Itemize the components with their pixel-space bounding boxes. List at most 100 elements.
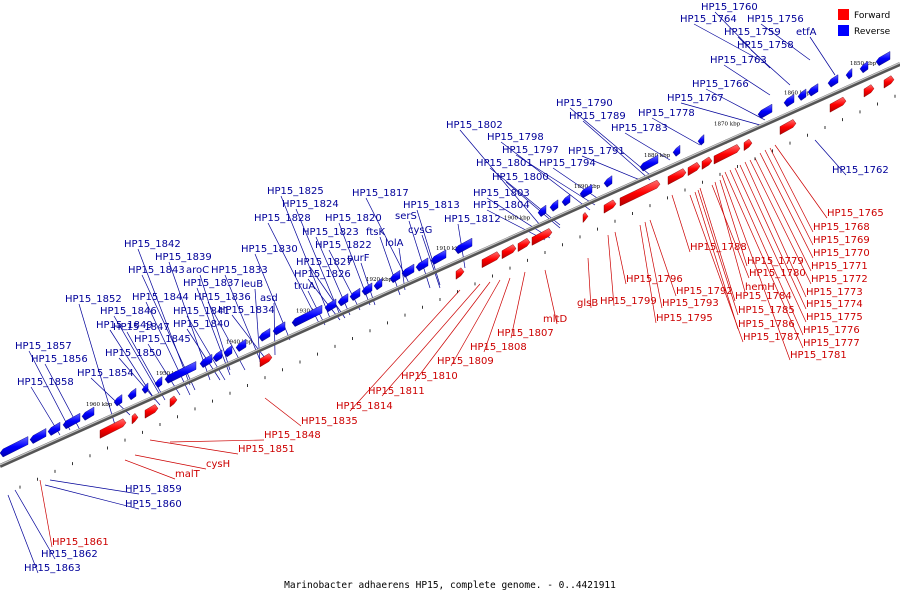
forward-label-leader [734, 167, 807, 323]
legend-reverse-swatch [838, 25, 849, 36]
forward-gene-label: mltD [543, 314, 567, 325]
forward-gene-arrow [687, 162, 701, 177]
reverse-gene-arrow [373, 277, 383, 291]
reverse-gene-arrow [549, 199, 559, 212]
reverse-gene-arrow [349, 287, 361, 301]
reverse-label-leader [459, 129, 541, 226]
reverse-gene-label: HP15_1833 [211, 265, 268, 276]
reverse-gene-arrow [415, 257, 429, 272]
reverse-gene-arrow [697, 134, 705, 146]
forward-gene-label: HP15_1848 [264, 430, 321, 441]
reverse-label-leader [7, 494, 39, 574]
forward-gene-label: HP15_1772 [811, 274, 868, 285]
reverse-gene-label: HP15_1790 [556, 98, 613, 109]
reverse-label-leader [379, 236, 401, 296]
reverse-gene-arrow [291, 304, 323, 327]
reverse-gene-arrow [272, 321, 286, 336]
reverse-label-leader [651, 117, 701, 146]
reverse-gene-label: HP15_1760 [701, 2, 758, 13]
reverse-gene-label: HP15_1778 [638, 108, 695, 119]
forward-gene-arrow [531, 228, 553, 246]
forward-label-leader [264, 397, 302, 427]
forward-gene-label: HP15_1810 [401, 371, 458, 382]
reverse-gene-arrow [827, 74, 839, 88]
reverse-label-leader [421, 234, 441, 289]
legend-forward-swatch [838, 9, 849, 20]
forward-gene-label: HP15_1814 [336, 401, 393, 412]
reverse-gene-arrow [859, 60, 869, 74]
scale-tick-label: 1960 kbp [86, 402, 113, 408]
forward-label-leader [699, 187, 736, 302]
reverse-gene-label: HP15_1828 [254, 213, 311, 224]
forward-label-leader [744, 161, 807, 298]
reverse-gene-label: HP15_1846 [100, 306, 157, 317]
forward-gene-label: HP15_1796 [626, 274, 683, 285]
reverse-label-leader [723, 64, 771, 96]
reverse-gene-arrow [757, 103, 773, 119]
forward-gene-arrow [701, 156, 713, 170]
reverse-gene-label: HP15_1758 [737, 40, 794, 51]
forward-label-leader [450, 279, 501, 367]
forward-label-leader [754, 157, 812, 272]
forward-label-leader [614, 231, 627, 285]
forward-label-leader [414, 281, 491, 382]
forward-label-leader [739, 164, 807, 310]
reverse-gene-label: cysG [408, 225, 432, 236]
reverse-label-leader [552, 167, 601, 201]
reverse-gene-label: HP15_1789 [569, 111, 626, 122]
reverse-label-leader [113, 315, 161, 396]
legend: Forward Reverse [838, 9, 891, 37]
forward-gene-label: HP15_1774 [806, 299, 863, 310]
reverse-gene-arrow [875, 51, 891, 66]
forward-label-leader [749, 159, 812, 285]
reverse-gene-label: serS [395, 211, 417, 222]
reverse-label-leader [267, 222, 321, 326]
forward-gene-label: HP15_1771 [811, 261, 868, 272]
forward-label-leader [639, 224, 657, 324]
reverse-label-leader [809, 36, 836, 76]
reverse-label-leader [705, 88, 766, 121]
reverse-gene-label: HP15_1830 [241, 244, 298, 255]
reverse-gene-arrow [845, 67, 853, 80]
reverse-label-leader [486, 209, 546, 241]
reverse-label-leader [307, 278, 341, 321]
scale-tick-label: 1850 kbp [850, 61, 877, 67]
reverse-gene-arrow [141, 382, 149, 394]
forward-gene-label: HP15_1835 [301, 416, 358, 427]
forward-label-leader [134, 454, 207, 470]
forward-gene-label: HP15_1779 [747, 256, 804, 267]
forward-gene-arrow [259, 353, 273, 368]
reverse-label-leader [680, 102, 761, 126]
forward-label-leader [149, 439, 239, 455]
forward-gene-label: HP15_1780 [749, 268, 806, 279]
forward-gene-label: HP15_1861 [52, 537, 109, 548]
scale-tick-label: 1870 kbp [714, 122, 741, 128]
reverse-gene-label: HP15_1826 [294, 269, 351, 280]
forward-gene-arrow [667, 168, 687, 185]
reverse-label-leader [365, 197, 411, 286]
forward-gene-label: cysH [206, 459, 230, 470]
forward-gene-arrow [863, 84, 875, 98]
reverse-label-leader [714, 11, 751, 49]
forward-label-leader [483, 277, 511, 353]
reverse-gene-arrow [361, 282, 373, 296]
reverse-gene-arrow [454, 237, 473, 255]
reverse-gene-label: HP15_1767 [667, 93, 724, 104]
genome-caption: Marinobacter adhaerens HP15, complete ge… [284, 580, 616, 591]
reverse-gene-arrow [337, 293, 349, 307]
forward-label-leader [711, 184, 750, 279]
reverse-gene-label: HP15_1802 [446, 120, 503, 131]
reverse-gene-label: ftsK [366, 227, 385, 238]
reverse-gene-label: HP15_1842 [124, 239, 181, 250]
forward-label-leader [769, 147, 814, 233]
forward-label-leader [544, 269, 558, 325]
reverse-gene-arrow [603, 175, 613, 188]
reverse-label-leader [760, 23, 811, 61]
reverse-gene-label: HP15_1764 [680, 14, 737, 25]
reverse-gene-arrow [561, 193, 571, 207]
reverse-label-leader [224, 274, 261, 361]
reverse-label-leader [693, 23, 761, 61]
forward-label-leader [697, 189, 739, 316]
scale-tick-label: 1900 kbp [504, 216, 531, 222]
reverse-gene-arrow [199, 353, 213, 368]
